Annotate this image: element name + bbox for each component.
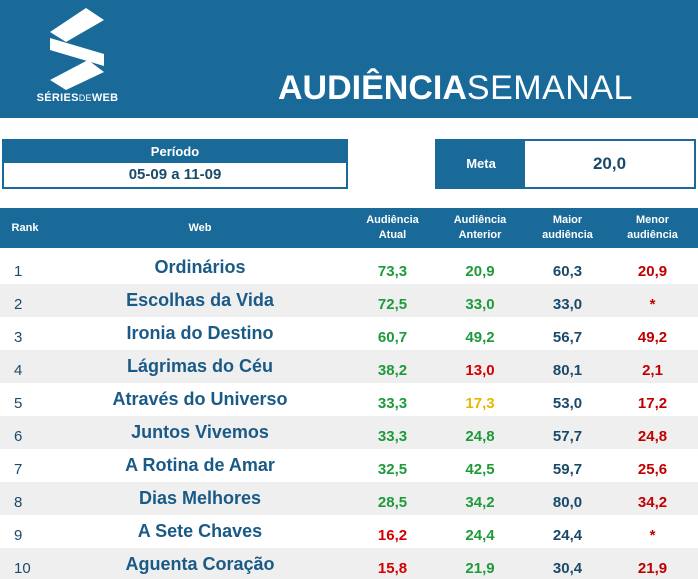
rank-cell: 2 (14, 296, 23, 313)
maior-audiencia-cell: 56,7 (552, 329, 583, 346)
s-logo-icon (50, 8, 104, 90)
table-row: 7 A Rotina de Amar 32,5 42,5 59,7 25,6 (0, 449, 698, 482)
maior-audiencia-cell: 80,1 (552, 362, 583, 379)
menor-audiencia-cell: 2,1 (642, 362, 663, 379)
rank-cell: 3 (14, 329, 23, 346)
meta-value: 20,0 (592, 154, 627, 173)
column-header-audiencia-anterior: Audiência Anterior (453, 214, 507, 241)
maior-audiencia-cell: 60,3 (552, 263, 583, 280)
maior-audiencia-cell: 57,7 (552, 428, 583, 445)
rank-cell: 10 (14, 560, 31, 577)
rank-cell: 4 (14, 362, 23, 379)
audiencia-anterior-cell: 21,9 (465, 560, 495, 577)
column-header-menor-audiencia: Menor audiência (627, 214, 678, 241)
web-name-cell: Dias Melhores (138, 488, 262, 508)
rank-cell: 1 (14, 263, 23, 280)
audiencia-atual-cell: 38,2 (377, 362, 408, 379)
web-name-cell: Ordinários (154, 257, 246, 277)
table-row: 6 Juntos Vivemos 33,3 24,8 57,7 24,8 (0, 416, 698, 449)
web-name-cell: A Sete Chaves (137, 521, 263, 541)
audiencia-anterior-cell: 33,0 (465, 296, 495, 313)
web-name-cell: Ironia do Destino (126, 323, 274, 343)
audiencia-anterior-cell: 13,0 (465, 362, 495, 379)
table-row: 9 A Sete Chaves 16,2 24,4 24,4 * (0, 515, 698, 548)
menor-audiencia-cell: * (649, 527, 656, 544)
rank-cell: 5 (14, 395, 23, 412)
web-name-cell: Lágrimas do Céu (126, 356, 274, 376)
audiencia-atual-cell: 33,3 (377, 428, 408, 445)
menor-audiencia-cell: 17,2 (637, 395, 668, 412)
periodo-label: Período (4, 141, 346, 163)
maior-audiencia-cell: 33,0 (552, 296, 583, 313)
table-row: 8 Dias Melhores 28,5 34,2 80,0 34,2 (0, 482, 698, 515)
menor-audiencia-cell: 25,6 (637, 461, 668, 478)
periodo-value: 05-09 a 11-09 (128, 166, 222, 183)
audiencia-atual-cell: 16,2 (377, 527, 408, 544)
rank-cell: 7 (14, 461, 23, 478)
column-header-web: Web (188, 221, 212, 234)
menor-audiencia-cell: 49,2 (637, 329, 668, 346)
maior-audiencia-cell: 80,0 (552, 494, 583, 511)
column-header-maior-audiencia: Maior audiência (542, 214, 593, 241)
column-header-rank: Rank (11, 221, 39, 234)
menor-audiencia-cell: 20,9 (637, 263, 668, 280)
web-name-cell: Escolhas da Vida (126, 290, 274, 310)
audiencia-atual-cell: 73,3 (377, 263, 408, 280)
web-name-cell: Juntos Vivemos (131, 422, 269, 442)
maior-audiencia-cell: 53,0 (552, 395, 583, 412)
menor-audiencia-cell: 21,9 (637, 560, 668, 577)
column-header-audiencia-atual: Audiência Atual (366, 214, 419, 241)
audiencia-anterior-cell: 34,2 (465, 494, 495, 511)
audiencia-atual-cell: 28,5 (377, 494, 408, 511)
audiencia-anterior-cell: 42,5 (465, 461, 495, 478)
table-header: Rank Web Audiência Atual Audiência Anterio… (0, 208, 698, 248)
rank-cell: 6 (14, 428, 23, 445)
audiencia-atual-cell: 32,5 (377, 461, 408, 478)
meta-box: Meta 20,0 (435, 139, 696, 189)
logo-wordmark: SÉRIESDEWEB (36, 92, 119, 104)
table-row: 1 Ordinários 73,3 20,9 60,3 20,9 (0, 251, 698, 284)
menor-audiencia-cell: 24,8 (637, 428, 668, 445)
meta-label: Meta (437, 141, 525, 187)
web-name-cell: A Rotina de Amar (125, 455, 275, 475)
audiencia-atual-cell: 60,7 (377, 329, 408, 346)
series-de-web-logo: SÉRIESDEWEB (30, 8, 125, 108)
table-row: 4 Lágrimas do Céu 38,2 13,0 80,1 2,1 (0, 350, 698, 383)
audiencia-atual-cell: 72,5 (377, 296, 408, 313)
web-name-cell: Aguenta Coração (125, 554, 275, 574)
header-banner: SÉRIESDEWEB AUDIÊNCIASEMANAL (0, 0, 698, 118)
maior-audiencia-cell: 30,4 (552, 560, 583, 577)
table-row: 5 Através do Universo 33,3 17,3 53,0 17,2 (0, 383, 698, 416)
periodo-box: Período 05-09 a 11-09 (2, 139, 348, 189)
maior-audiencia-cell: 59,7 (552, 461, 583, 478)
table-row: 2 Escolhas da Vida 72,5 33,0 33,0 * (0, 284, 698, 317)
maior-audiencia-cell: 24,4 (552, 527, 583, 544)
audiencia-anterior-cell: 49,2 (465, 329, 495, 346)
audiencia-anterior-cell: 20,9 (465, 263, 495, 280)
audiencia-atual-cell: 15,8 (377, 560, 408, 577)
audiencia-atual-cell: 33,3 (377, 395, 408, 412)
rank-cell: 8 (14, 494, 23, 511)
page-title: AUDIÊNCIASEMANAL (278, 69, 633, 107)
audiencia-anterior-cell: 17,3 (465, 395, 495, 412)
audiencia-anterior-cell: 24,8 (465, 428, 495, 445)
table-row: 3 Ironia do Destino 60,7 49,2 56,7 49,2 (0, 317, 698, 350)
menor-audiencia-cell: 34,2 (637, 494, 668, 511)
web-name-cell: Através do Universo (112, 389, 288, 409)
audiencia-anterior-cell: 24,4 (465, 527, 495, 544)
table-row: 10 Aguenta Coração 15,8 21,9 30,4 21,9 (0, 548, 698, 579)
table-body: 1 Ordinários 73,3 20,9 60,3 20,9 2 Escolhas da … (0, 251, 698, 579)
menor-audiencia-cell: * (649, 296, 656, 313)
rank-cell: 9 (14, 527, 23, 544)
